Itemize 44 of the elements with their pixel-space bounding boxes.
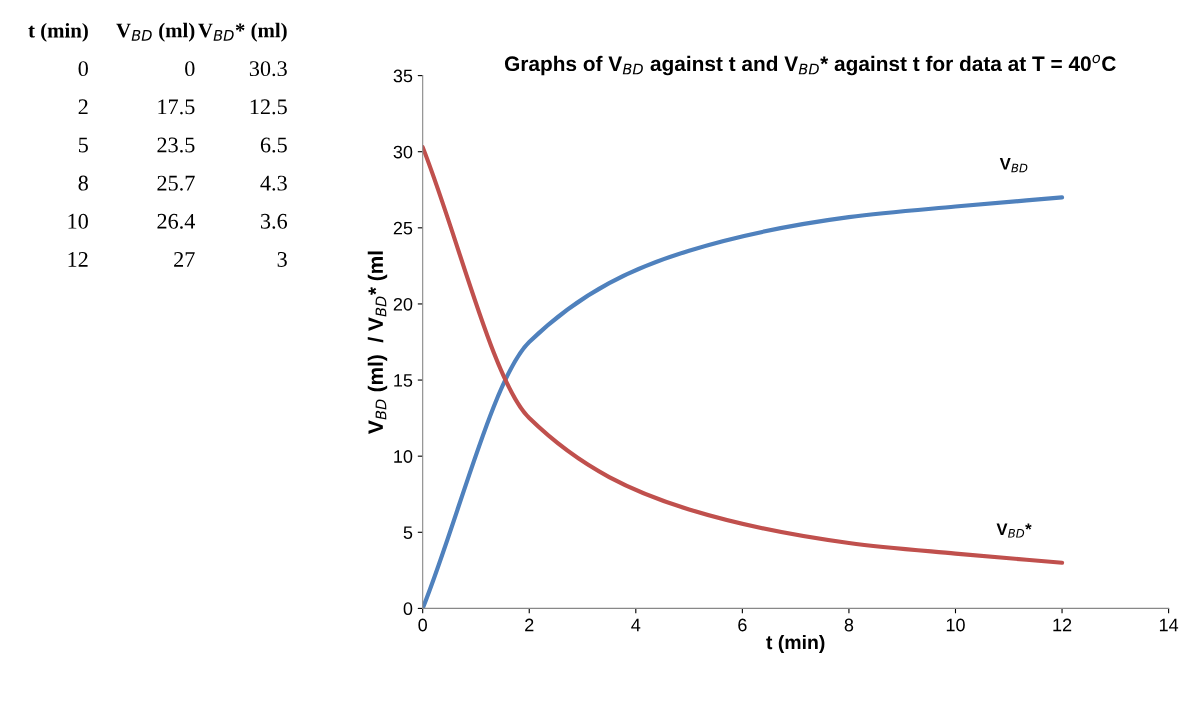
x-tick-label: 2	[525, 618, 534, 632]
x-tick-label: 4	[631, 618, 641, 632]
text: 6.5	[260, 137, 287, 153]
text: 12	[68, 251, 88, 267]
x-tick-label: 10	[946, 618, 965, 632]
x-tick-label: 12	[1053, 618, 1072, 632]
text: 0	[185, 61, 195, 77]
chart-title: Graphs of V$_{BD}$ against t and V$_{BD}$* against t for data at T = 40$^{o}$C	[504, 54, 1116, 76]
text: V$_{BD}$ (ml)	[116, 22, 195, 42]
y-tick-label: 5	[403, 526, 413, 540]
text: 30.3	[249, 61, 287, 77]
series-label: V$_{BD}$*	[996, 523, 1032, 538]
text: 3	[277, 251, 287, 267]
text: 23.5	[157, 137, 195, 153]
text: 26.4	[157, 213, 196, 229]
y-axis-title: V$_{BD}$ (ml) / V$_{BD}$* (ml	[367, 251, 388, 434]
y-tick-label: 15	[394, 374, 413, 387]
x-tick-label: 14	[1159, 618, 1179, 632]
text: V$_{BD}$* (ml)	[198, 22, 287, 42]
text: 5	[78, 137, 88, 153]
y-tick-label: 10	[394, 450, 413, 463]
text: t (min)	[28, 22, 88, 42]
x-tick-label: 0	[418, 618, 427, 632]
text: 25.7	[157, 175, 195, 191]
x-tick-label: 6	[738, 618, 747, 632]
text: 27	[174, 251, 195, 267]
x-axis-title: t (min)	[766, 634, 825, 654]
text: 3.6	[261, 213, 288, 229]
y-tick-label: 30	[393, 145, 413, 159]
text: 12.5	[250, 99, 287, 115]
text: 4.3	[260, 175, 287, 191]
line-series	[422, 195, 1065, 609]
text: 2	[78, 99, 88, 115]
text: 10	[68, 213, 88, 229]
x-tick-label: 8	[844, 618, 854, 632]
text: 0	[78, 61, 88, 77]
y-tick-label: 35	[393, 69, 413, 83]
text: 17.5	[158, 99, 195, 115]
y-tick-label: 25	[393, 221, 413, 235]
y-tick-label: 0	[403, 602, 413, 616]
y-tick-label: 20	[393, 297, 413, 311]
line-series	[422, 145, 1065, 565]
series-label: V$_{BD}$	[999, 158, 1028, 173]
text: 8	[78, 175, 88, 191]
